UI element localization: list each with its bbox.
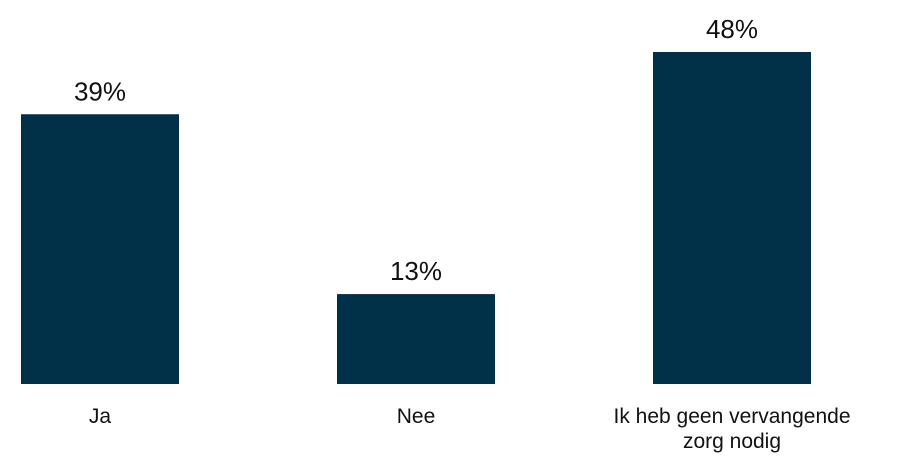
category-label-ja: Ja	[89, 405, 112, 428]
data-label-nee: 13%	[390, 256, 442, 286]
category-label-line: Ik heb geen vervangende	[613, 405, 850, 428]
category-label-line: Nee	[397, 405, 436, 428]
category-label-line: Ja	[89, 405, 112, 428]
bar-nee	[337, 294, 495, 384]
category-label-line: zorg nodig	[683, 430, 781, 453]
data-label-ik-heb-geen-vervangende-zorg-nodig: 48%	[706, 14, 758, 44]
data-label-ja: 39%	[74, 76, 126, 106]
category-label-nee: Nee	[397, 405, 436, 428]
category-label-ik-heb-geen-vervangende-zorg-nodig: Ik heb geen vervangende zorg nodig	[613, 405, 850, 453]
bar-ja	[21, 114, 179, 384]
bar-ik-heb-geen-vervangende-zorg-nodig	[653, 52, 811, 384]
